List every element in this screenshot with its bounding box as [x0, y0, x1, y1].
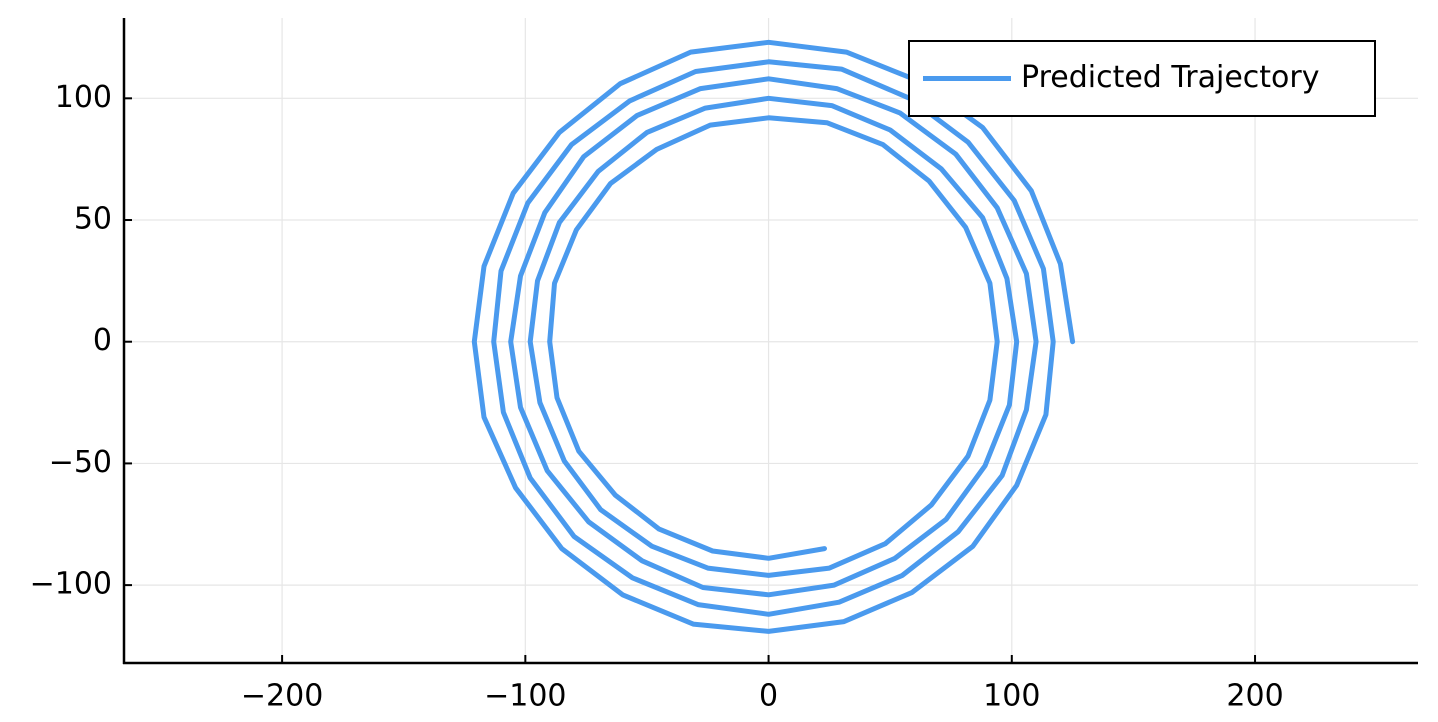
y-tick-label: −50 [49, 445, 112, 480]
y-tick-label: 50 [74, 202, 112, 237]
trajectory-line [471, 39, 1076, 634]
y-tick-label: −100 [30, 567, 112, 602]
y-tick-label: 100 [55, 80, 112, 115]
x-tick-label: 0 [759, 679, 778, 714]
y-tick-label: 0 [93, 323, 112, 358]
x-tick-label: 200 [1226, 679, 1283, 714]
x-tick-label: 100 [983, 679, 1040, 714]
x-tick-label: −200 [241, 679, 323, 714]
x-tick-label: −100 [484, 679, 566, 714]
legend-label: Predicted Trajectory [1021, 60, 1320, 95]
